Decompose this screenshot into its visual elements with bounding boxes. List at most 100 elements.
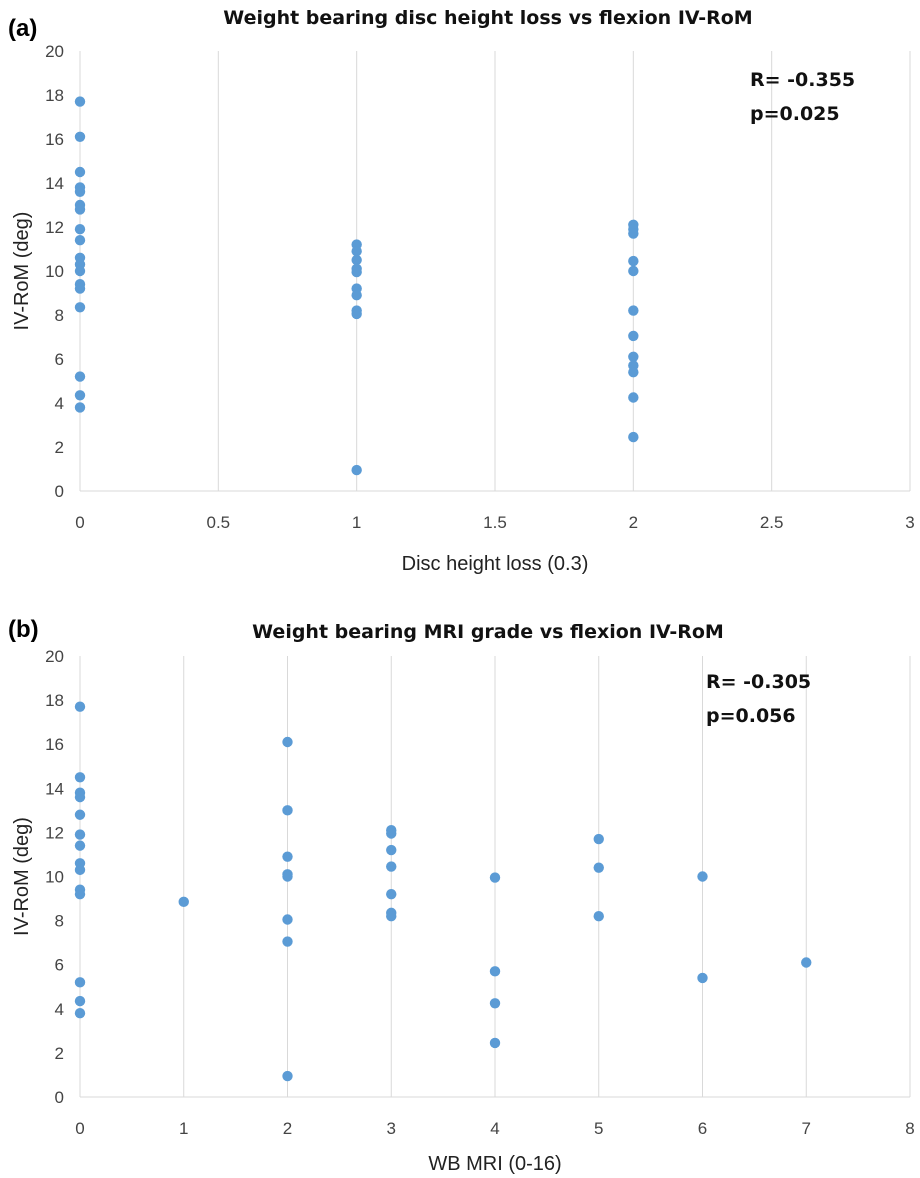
data-point <box>697 871 708 882</box>
data-point <box>593 862 604 873</box>
p-value-text: p=0.056 <box>706 705 796 727</box>
p-value-text: p=0.025 <box>750 103 840 125</box>
x-tick-label: 5 <box>594 1119 603 1138</box>
data-point <box>74 390 86 401</box>
data-point <box>74 265 86 277</box>
y-tick-label: 10 <box>45 868 64 887</box>
y-axis-title: IV-RoM (deg) <box>11 817 33 936</box>
data-point <box>801 957 812 968</box>
data-point <box>282 851 293 862</box>
chart-title: Weight bearing MRI grade vs flexion IV-R… <box>252 621 724 643</box>
y-tick-label: 8 <box>55 912 64 931</box>
data-point <box>386 828 397 839</box>
data-point <box>282 936 293 947</box>
data-point <box>628 367 639 378</box>
scatter-plot-a: 0 0.5 1 1.5 2 2.5 3 0 2 4 6 8 10 12 14 16 18 20 Weight bea… <box>8 7 915 575</box>
x-tick-label: 8 <box>905 1119 914 1138</box>
data-point <box>628 431 639 443</box>
y-tick-label: 2 <box>55 1044 64 1063</box>
y-tick-label: 14 <box>45 779 64 798</box>
y-tick-label: 16 <box>45 130 64 149</box>
correlation-r-text: R= -0.355 <box>750 69 855 91</box>
data-point <box>74 772 86 783</box>
data-point <box>489 872 501 883</box>
data-point <box>351 254 362 266</box>
x-axis-title: Disc height loss (0.3) <box>402 553 589 575</box>
y-tick-label: 0 <box>55 1088 64 1107</box>
panel-label: (a) <box>8 15 37 42</box>
y-tick-label: 18 <box>45 86 64 105</box>
data-point <box>74 829 86 840</box>
data-point <box>74 224 86 235</box>
x-tick-label: 3 <box>387 1119 396 1138</box>
x-tick-label: 0 <box>75 513 84 532</box>
data-point <box>628 228 639 239</box>
data-point <box>386 910 397 922</box>
data-point <box>628 265 639 277</box>
data-point <box>489 998 501 1009</box>
data-point <box>74 166 86 178</box>
x-tick-label: 3 <box>905 513 914 532</box>
data-point <box>74 402 86 413</box>
data-point <box>489 1037 501 1049</box>
data-point <box>74 809 86 820</box>
data-point <box>74 864 86 876</box>
y-tick-label: 20 <box>45 647 64 666</box>
data-point <box>74 977 86 988</box>
data-point <box>74 888 86 900</box>
y-tick-label: 12 <box>45 823 64 842</box>
x-tick-label: 4 <box>490 1119 499 1138</box>
data-point <box>386 844 397 856</box>
x-tick-label: 1.5 <box>483 513 507 532</box>
y-tick-label: 6 <box>55 350 64 369</box>
data-point <box>386 888 397 900</box>
x-tick-label: 7 <box>802 1119 811 1138</box>
x-tick-label: 0.5 <box>207 513 231 532</box>
x-tick-label: 2 <box>283 1119 292 1138</box>
data-point <box>628 330 639 342</box>
data-point <box>628 255 639 267</box>
x-tick-label: 1 <box>352 513 361 532</box>
data-point <box>74 701 86 712</box>
chart-panel-a: 0 0.5 1 1.5 2 2.5 3 0 2 4 6 8 10 12 14 16 18 20 Weight bea… <box>8 7 915 575</box>
x-tick-label: 0 <box>75 1119 84 1138</box>
data-point <box>74 186 86 197</box>
data-point <box>282 914 293 925</box>
data-point <box>74 204 86 215</box>
data-point <box>282 871 293 882</box>
y-tick-label: 14 <box>45 174 64 193</box>
data-point <box>282 805 293 816</box>
chart-panel-b: 0 1 2 3 4 5 6 7 8 0 2 4 6 8 10 12 14 16 18 20 Weight bearing… <box>0 589 920 1178</box>
y-tick-label: 8 <box>55 306 64 325</box>
data-point <box>74 131 86 142</box>
data-point <box>351 246 362 257</box>
y-tick-label: 2 <box>55 438 64 457</box>
data-point <box>489 966 501 977</box>
y-tick-label: 0 <box>55 482 64 501</box>
data-point <box>74 283 86 294</box>
data-point <box>74 791 86 803</box>
data-point <box>628 351 639 362</box>
y-tick-label: 4 <box>55 394 64 413</box>
data-point <box>74 235 86 246</box>
data-point <box>593 833 604 845</box>
data-point <box>74 371 86 382</box>
data-point <box>386 861 397 872</box>
data-point <box>74 995 86 1007</box>
data-point <box>74 1008 86 1019</box>
x-tick-label: 1 <box>179 1119 188 1138</box>
data-point <box>351 308 362 320</box>
y-tick-label: 6 <box>55 956 64 975</box>
x-tick-label: 6 <box>698 1119 707 1138</box>
x-tick-label: 2.5 <box>760 513 784 532</box>
correlation-r-text: R= -0.305 <box>706 671 811 693</box>
data-point <box>74 302 86 313</box>
data-point <box>282 736 293 748</box>
data-point <box>593 910 604 922</box>
y-tick-label: 16 <box>45 735 64 754</box>
y-tick-label: 18 <box>45 691 64 710</box>
panel-label: (b) <box>8 616 39 643</box>
y-tick-label: 10 <box>45 262 64 281</box>
data-point <box>282 1070 293 1082</box>
